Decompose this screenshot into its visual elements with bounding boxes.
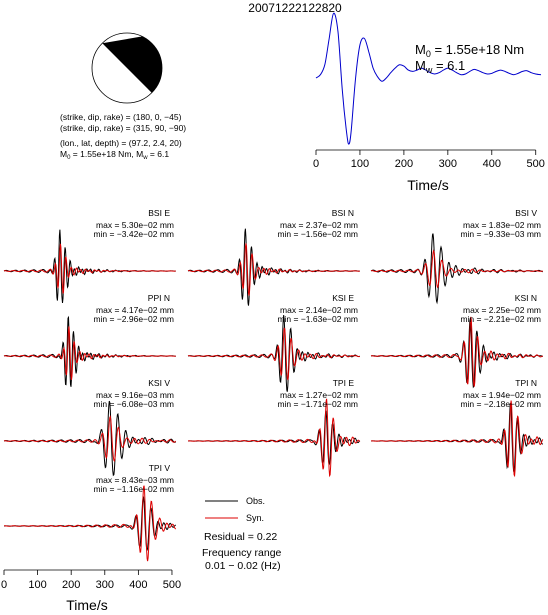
stf-mw-label: Mw = 6.1 bbox=[415, 58, 465, 75]
fault-plane-2: (strike, dip, rake) = (315, 90, −90) bbox=[60, 123, 186, 133]
stf-x-label: Time/s bbox=[407, 177, 448, 193]
waveform-syn-line bbox=[371, 400, 544, 478]
station-label: TPI E bbox=[333, 378, 355, 388]
stf-tick-label-400: 400 bbox=[483, 158, 501, 170]
waveform-syn-line bbox=[371, 316, 543, 387]
stf-panel: M0 = 1.55e+18 Nm Mw = 6.1 0 100 200 300 400 5… bbox=[313, 12, 545, 193]
residual-text: Residual = 0.22 bbox=[204, 531, 277, 543]
location-text: (lon., lat, depth) = (97.2, 2.4, 20) bbox=[60, 138, 182, 148]
stf-tick-label-300: 300 bbox=[439, 158, 457, 170]
max-label: max = 4.17e−02 mm bbox=[96, 305, 174, 315]
bottom-tick-label-0: 0 bbox=[1, 579, 7, 591]
max-label: max = 1.94e−02 mm bbox=[463, 390, 541, 400]
max-label: max = 1.27e−02 mm bbox=[280, 390, 358, 400]
waveform-syn-line bbox=[371, 249, 543, 289]
stf-tick-label-500: 500 bbox=[527, 158, 545, 170]
waveform-obs-line bbox=[3, 229, 176, 303]
max-label: max = 2.25e−02 mm bbox=[463, 305, 541, 315]
bottom-tick-label-500: 500 bbox=[163, 579, 181, 591]
stf-tick-label-200: 200 bbox=[395, 158, 413, 170]
min-label: min = −3.42e−02 mm bbox=[93, 229, 174, 239]
station-label: BSI N bbox=[332, 208, 354, 218]
legend-obs-label: Obs. bbox=[246, 496, 265, 506]
station-label: KSI E bbox=[332, 293, 354, 303]
min-label: min = −1.16e−02 mm bbox=[93, 484, 174, 494]
fault-plane-1: (strike, dip, rake) = (180, 0, −45) bbox=[60, 112, 182, 122]
bottom-x-axis: 0 100 200 300 400 500 bbox=[1, 569, 181, 591]
station-label: KSI N bbox=[515, 293, 537, 303]
beachball-compressional bbox=[102, 33, 162, 103]
waveform-syn-line bbox=[4, 326, 176, 380]
station-label: BSI V bbox=[515, 208, 537, 218]
stf-line bbox=[315, 12, 542, 145]
min-label: min = −9.33e−03 mm bbox=[460, 229, 541, 239]
frequency-value: 0.01 − 0.02 (Hz) bbox=[205, 560, 281, 572]
waveform-obs-line bbox=[370, 318, 544, 389]
station-label: TPI N bbox=[515, 378, 537, 388]
waveform-syn-line bbox=[4, 485, 177, 562]
bottom-x-label: Time/s bbox=[66, 597, 107, 613]
legend: Obs. Syn. bbox=[205, 496, 265, 523]
stf-tick-label-100: 100 bbox=[351, 158, 369, 170]
moment-summary: M0 = 1.55e+18 Nm, Mw = 6.1 bbox=[60, 149, 169, 161]
waveform-syn-line bbox=[187, 327, 360, 381]
min-label: min = −2.96e−02 mm bbox=[93, 314, 174, 324]
beachball-outline bbox=[91, 32, 163, 104]
bottom-tick-label-200: 200 bbox=[62, 579, 80, 591]
max-label: max = 2.37e−02 mm bbox=[280, 220, 358, 230]
max-label: max = 1.83e−02 mm bbox=[463, 220, 541, 230]
waveform-obs-line bbox=[3, 315, 176, 387]
min-label: min = −2.18e−02 mm bbox=[460, 399, 541, 409]
max-label: max = 2.14e−02 mm bbox=[280, 305, 358, 315]
max-label: max = 5.30e−02 mm bbox=[96, 220, 174, 230]
figure-title: 20071222122820 bbox=[248, 1, 342, 15]
stf-m0-label: M0 = 1.55e+18 Nm bbox=[415, 42, 524, 59]
waveform-obs-line bbox=[371, 402, 543, 473]
waveform-syn-line bbox=[188, 398, 361, 478]
min-label: min = −1.71e−02 mm bbox=[277, 399, 358, 409]
legend-syn-label: Syn. bbox=[246, 513, 264, 523]
stf-x-axis: 0 100 200 300 400 500 bbox=[313, 149, 545, 170]
min-label: min = −1.63e−02 mm bbox=[277, 314, 358, 324]
min-label: min = −1.56e−02 mm bbox=[277, 229, 358, 239]
bottom-tick-label-100: 100 bbox=[28, 579, 46, 591]
bottom-tick-label-400: 400 bbox=[129, 579, 147, 591]
max-label: max = 8.43e−03 mm bbox=[96, 475, 174, 485]
beachball bbox=[91, 32, 163, 104]
waveform-syn-line bbox=[4, 415, 177, 462]
stf-tick-label-0: 0 bbox=[313, 158, 319, 170]
station-label: PPI N bbox=[148, 293, 170, 303]
bottom-tick-label-300: 300 bbox=[96, 579, 114, 591]
waveform-syn-line bbox=[3, 243, 176, 294]
waveform-syn-line bbox=[188, 243, 360, 296]
max-label: max = 9.16e−03 mm bbox=[96, 390, 174, 400]
min-label: min = −6.08e−03 mm bbox=[93, 399, 174, 409]
min-label: min = −2.21e−02 mm bbox=[460, 314, 541, 324]
station-label: BSI E bbox=[148, 208, 170, 218]
station-label: TPI V bbox=[149, 463, 171, 473]
frequency-label: Frequency range bbox=[202, 547, 282, 559]
station-label: KSI V bbox=[148, 378, 170, 388]
